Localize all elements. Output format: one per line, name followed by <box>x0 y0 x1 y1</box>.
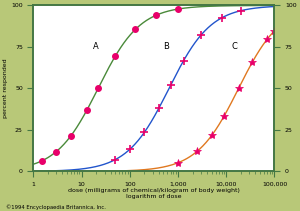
Y-axis label: percent responded: percent responded <box>4 59 8 118</box>
Text: C: C <box>232 42 238 51</box>
Text: ©1994 Encyclopaedia Britannica, Inc.: ©1994 Encyclopaedia Britannica, Inc. <box>6 204 106 210</box>
Text: B: B <box>164 42 169 51</box>
Text: A: A <box>93 42 98 51</box>
X-axis label: dose (milligrams of chemical/kilogram of body weight)
logarithm of dose: dose (milligrams of chemical/kilogram of… <box>68 188 240 199</box>
